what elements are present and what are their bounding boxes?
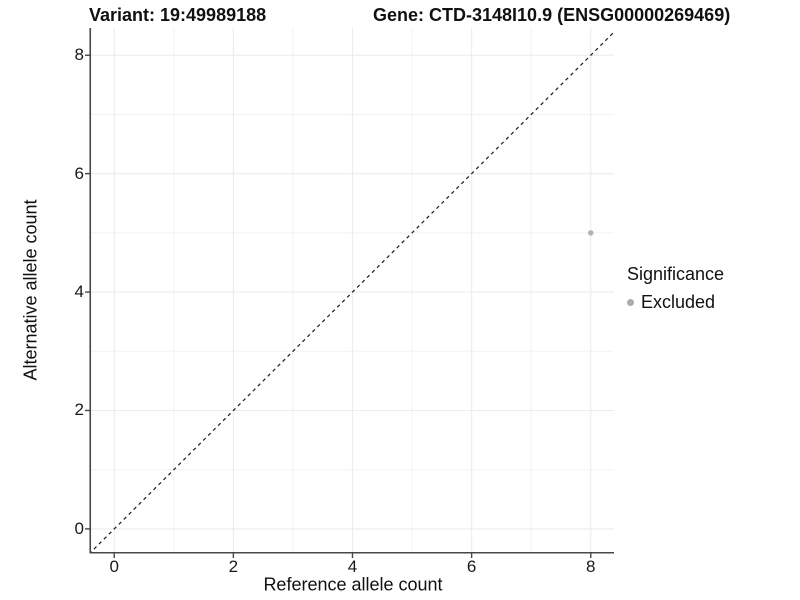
x-axis-title: Reference allele count — [263, 574, 443, 595]
y-tick-label-4: 4 — [74, 282, 84, 302]
y-tick-label-0: 0 — [74, 518, 84, 538]
chart-title-gene: Gene: CTD-3148I10.9 (ENSG00000269469) — [373, 5, 731, 25]
x-tick-label-0: 0 — [109, 557, 119, 576]
x-tick-label-8: 8 — [586, 557, 596, 576]
x-tick-label-4: 4 — [347, 557, 358, 576]
legend-entry-excluded: Excluded — [627, 292, 724, 313]
y-tick-label-6: 6 — [74, 163, 84, 183]
y-tick-label-8: 8 — [74, 45, 84, 65]
legend-entry-label: Excluded — [641, 292, 716, 312]
y-tick-label-2: 2 — [74, 400, 84, 420]
legend-key-dot-icon — [627, 299, 634, 306]
identity-line — [91, 31, 614, 552]
y-axis-title: Alternative allele count — [20, 199, 41, 381]
chart-title-variant: Variant: 19:49989188 — [89, 5, 267, 25]
x-tick-label-6: 6 — [466, 557, 477, 576]
data-point — [587, 230, 594, 236]
legend: Significance Excluded — [627, 264, 724, 313]
x-tick-label-2: 2 — [228, 557, 239, 576]
legend-title: Significance — [627, 264, 725, 284]
